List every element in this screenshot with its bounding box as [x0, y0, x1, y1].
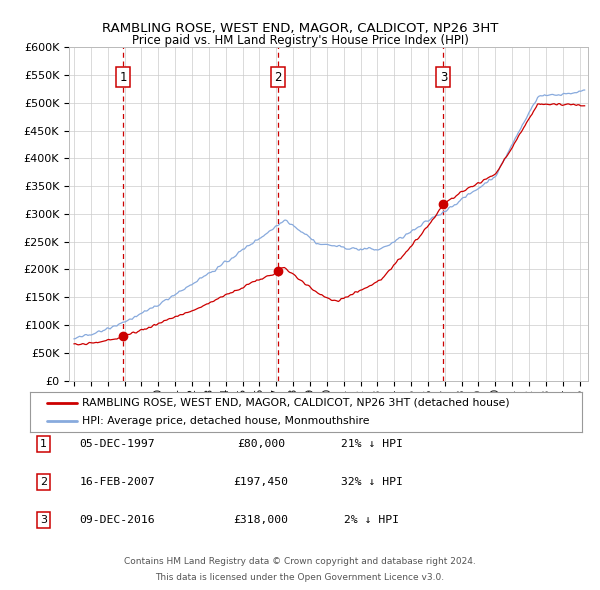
Text: 1: 1: [119, 71, 127, 84]
Text: 1: 1: [40, 439, 47, 448]
Text: £318,000: £318,000: [233, 516, 289, 525]
Text: £80,000: £80,000: [237, 439, 285, 448]
Text: HPI: Average price, detached house, Monmouthshire: HPI: Average price, detached house, Monm…: [82, 417, 370, 427]
Text: RAMBLING ROSE, WEST END, MAGOR, CALDICOT, NP26 3HT (detached house): RAMBLING ROSE, WEST END, MAGOR, CALDICOT…: [82, 398, 510, 408]
Text: 2: 2: [40, 477, 47, 487]
Text: This data is licensed under the Open Government Licence v3.0.: This data is licensed under the Open Gov…: [155, 572, 445, 582]
Text: 21% ↓ HPI: 21% ↓ HPI: [341, 439, 403, 448]
Text: Contains HM Land Registry data © Crown copyright and database right 2024.: Contains HM Land Registry data © Crown c…: [124, 557, 476, 566]
Text: 32% ↓ HPI: 32% ↓ HPI: [341, 477, 403, 487]
Text: 3: 3: [440, 71, 447, 84]
Text: £197,450: £197,450: [233, 477, 289, 487]
Text: 05-DEC-1997: 05-DEC-1997: [79, 439, 155, 448]
Text: 09-DEC-2016: 09-DEC-2016: [79, 516, 155, 525]
Text: RAMBLING ROSE, WEST END, MAGOR, CALDICOT, NP26 3HT: RAMBLING ROSE, WEST END, MAGOR, CALDICOT…: [102, 22, 498, 35]
Text: 3: 3: [40, 516, 47, 525]
Text: 2: 2: [275, 71, 282, 84]
Text: 16-FEB-2007: 16-FEB-2007: [79, 477, 155, 487]
Text: 2% ↓ HPI: 2% ↓ HPI: [344, 516, 400, 525]
Text: Price paid vs. HM Land Registry's House Price Index (HPI): Price paid vs. HM Land Registry's House …: [131, 34, 469, 47]
